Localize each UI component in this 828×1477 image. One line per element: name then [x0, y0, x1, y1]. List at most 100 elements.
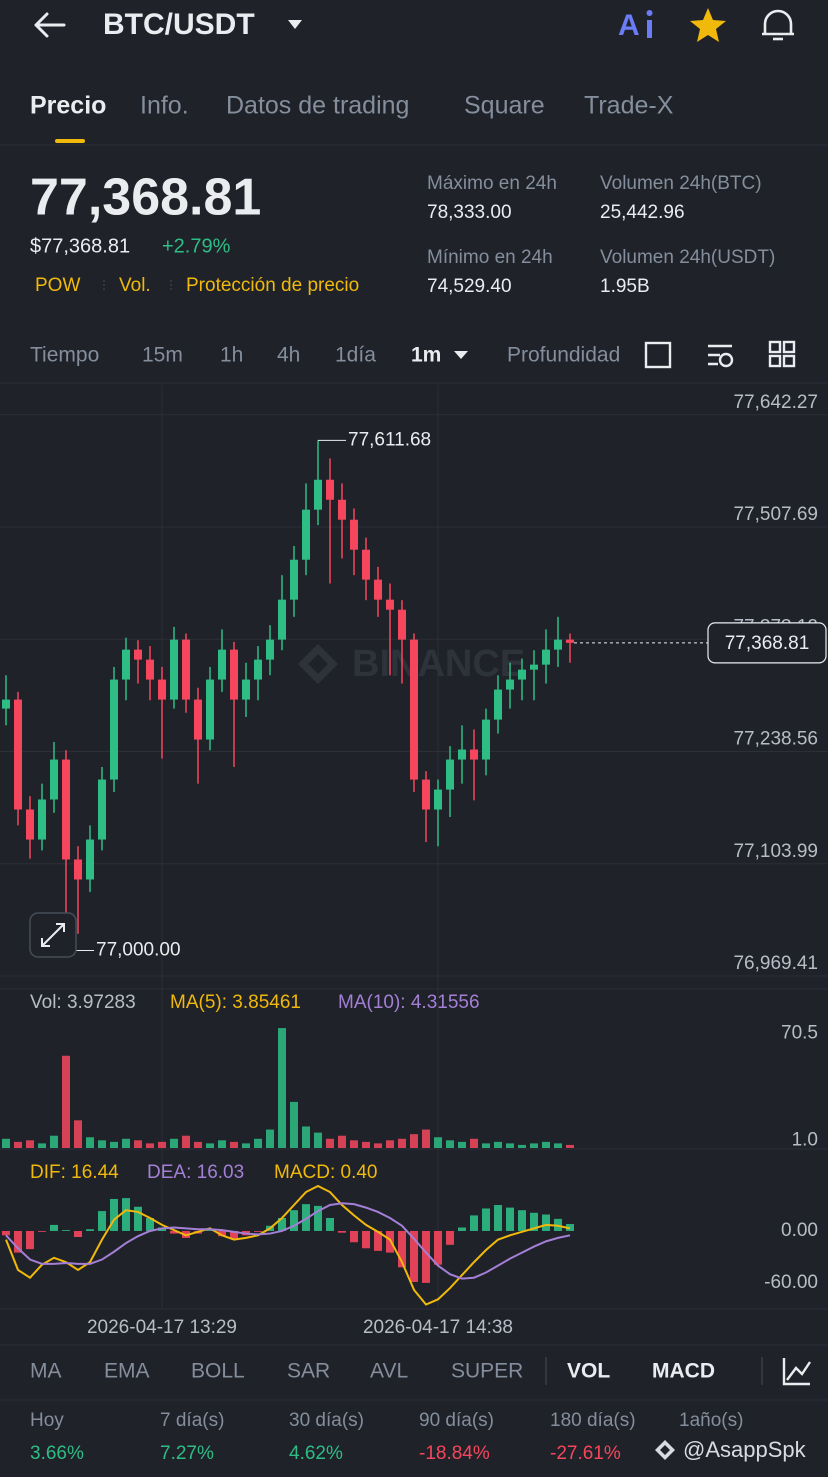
- indicator-tab[interactable]: VOL: [567, 1360, 610, 1383]
- stat-label: Volumen 24h(USDT): [600, 247, 775, 268]
- tab[interactable]: Trade-X: [584, 92, 674, 120]
- volume-bar: [398, 1138, 406, 1148]
- watermark: BINANCE: [352, 643, 525, 685]
- candle-body: [410, 639, 418, 780]
- interval-dropdown[interactable]: [454, 351, 468, 359]
- pair-dropdown[interactable]: [288, 20, 302, 29]
- indicator-tab[interactable]: SAR: [287, 1360, 330, 1383]
- y-tick-label: 0.00: [781, 1220, 818, 1241]
- indicator-tab[interactable]: AVL: [370, 1360, 408, 1383]
- volume-bar: [350, 1140, 358, 1148]
- pair-title[interactable]: BTC/USDT: [103, 8, 255, 41]
- macd-bar: [62, 1230, 70, 1231]
- stat-value: 74,529.40: [427, 276, 512, 297]
- volume-bar: [530, 1143, 538, 1148]
- interval-fade: [630, 335, 644, 377]
- interval[interactable]: 1h: [220, 344, 243, 367]
- interval[interactable]: 1m: [411, 344, 441, 367]
- macd-bar: [74, 1230, 82, 1238]
- indicator-readout: DEA: 16.03: [147, 1162, 244, 1183]
- price-tag[interactable]: Vol.: [119, 275, 151, 296]
- candle-body: [98, 779, 106, 840]
- perf-value: 3.66%: [30, 1443, 84, 1464]
- macd-bar: [14, 1230, 22, 1253]
- candle-body: [386, 599, 394, 610]
- indicator-tab[interactable]: MACD: [652, 1360, 715, 1383]
- y-tick-label: 76,969.41: [733, 953, 818, 974]
- perf-label: 30 día(s): [289, 1410, 364, 1431]
- bell-icon[interactable]: [762, 9, 794, 41]
- interval[interactable]: 15m: [142, 344, 183, 367]
- interval[interactable]: 1día: [335, 344, 376, 367]
- volume-bar: [554, 1143, 562, 1148]
- volume-bar: [38, 1143, 46, 1148]
- perf-label: 90 día(s): [419, 1410, 494, 1431]
- icon-grid[interactable]: [782, 354, 796, 368]
- macd-bar: [470, 1215, 478, 1231]
- volume-bar: [410, 1134, 418, 1148]
- candle-body: [110, 679, 118, 780]
- icon-settings[interactable]: [708, 344, 732, 366]
- macd-bar: [50, 1224, 58, 1231]
- y-tick-label: 77,103.99: [733, 841, 818, 862]
- volume-bar: [194, 1141, 202, 1148]
- volume-bar: [422, 1129, 430, 1148]
- indicator-tab[interactable]: MA: [30, 1360, 62, 1383]
- candle-body: [194, 699, 202, 740]
- volume-bar: [158, 1141, 166, 1148]
- volume-bar: [218, 1140, 226, 1148]
- candle-body: [422, 779, 430, 810]
- y-tick-label: 77,238.56: [733, 729, 818, 750]
- indicator-readout: MA(5): 3.85461: [170, 992, 301, 1013]
- icon-grid[interactable]: [782, 340, 796, 354]
- interval[interactable]: 4h: [277, 344, 300, 367]
- interval[interactable]: Tiempo: [30, 344, 99, 367]
- y-tick-label: 1.0: [792, 1129, 818, 1150]
- candle-body: [482, 719, 490, 760]
- favorite-star[interactable]: [690, 8, 726, 42]
- ai-icon[interactable]: A: [618, 9, 653, 42]
- perf-label: Hoy: [30, 1410, 64, 1431]
- price-tag[interactable]: POW: [35, 275, 80, 296]
- y-tick-label: 77,642.27: [733, 392, 818, 413]
- tab[interactable]: Square: [464, 92, 545, 120]
- candle-body: [26, 809, 34, 840]
- interval[interactable]: Profundidad: [507, 344, 620, 367]
- macd-bar: [338, 1230, 346, 1233]
- extreme-label: 77,000.00: [96, 939, 181, 960]
- indicator-tab[interactable]: BOLL: [191, 1360, 245, 1383]
- candle-body: [338, 499, 346, 520]
- tab[interactable]: Precio: [30, 92, 106, 120]
- candle-body: [530, 664, 538, 670]
- indicator-tab[interactable]: EMA: [104, 1360, 150, 1383]
- back-button[interactable]: [34, 12, 66, 38]
- icon-fullscreen[interactable]: [644, 341, 672, 369]
- watermark-handle: @AsappSpk: [683, 1437, 807, 1462]
- icon-settings-gear[interactable]: [718, 352, 734, 368]
- macd-bar: [350, 1230, 358, 1243]
- perf-label: 1año(s): [679, 1410, 743, 1431]
- expand-arrows: [41, 923, 65, 947]
- macd-line: [5, 1184, 571, 1306]
- stat-label: Volumen 24h(BTC): [600, 173, 762, 194]
- expand-button[interactable]: [29, 912, 77, 958]
- volume-bar: [110, 1141, 118, 1148]
- macd-bar: [218, 1230, 226, 1237]
- icon-grid[interactable]: [768, 354, 782, 368]
- candle-body: [146, 659, 154, 680]
- tab[interactable]: Datos de trading: [226, 92, 409, 120]
- candle-body: [398, 609, 406, 640]
- price-tag[interactable]: Protección de precio: [186, 275, 359, 296]
- icon-grid[interactable]: [768, 340, 782, 354]
- y-tick-label: 77,507.69: [733, 504, 818, 525]
- indicator-readout: Vol: 3.97283: [30, 992, 136, 1013]
- indicator-tab[interactable]: SUPER: [451, 1360, 523, 1383]
- toolbar-icons[interactable]: [644, 340, 796, 369]
- draw-tool-icon[interactable]: [782, 1358, 811, 1386]
- volume-bar: [362, 1141, 370, 1148]
- tab[interactable]: Info.: [140, 92, 189, 120]
- macd-bar: [146, 1217, 154, 1231]
- price-change: +2.79%: [162, 235, 231, 257]
- candle-body: [38, 799, 46, 840]
